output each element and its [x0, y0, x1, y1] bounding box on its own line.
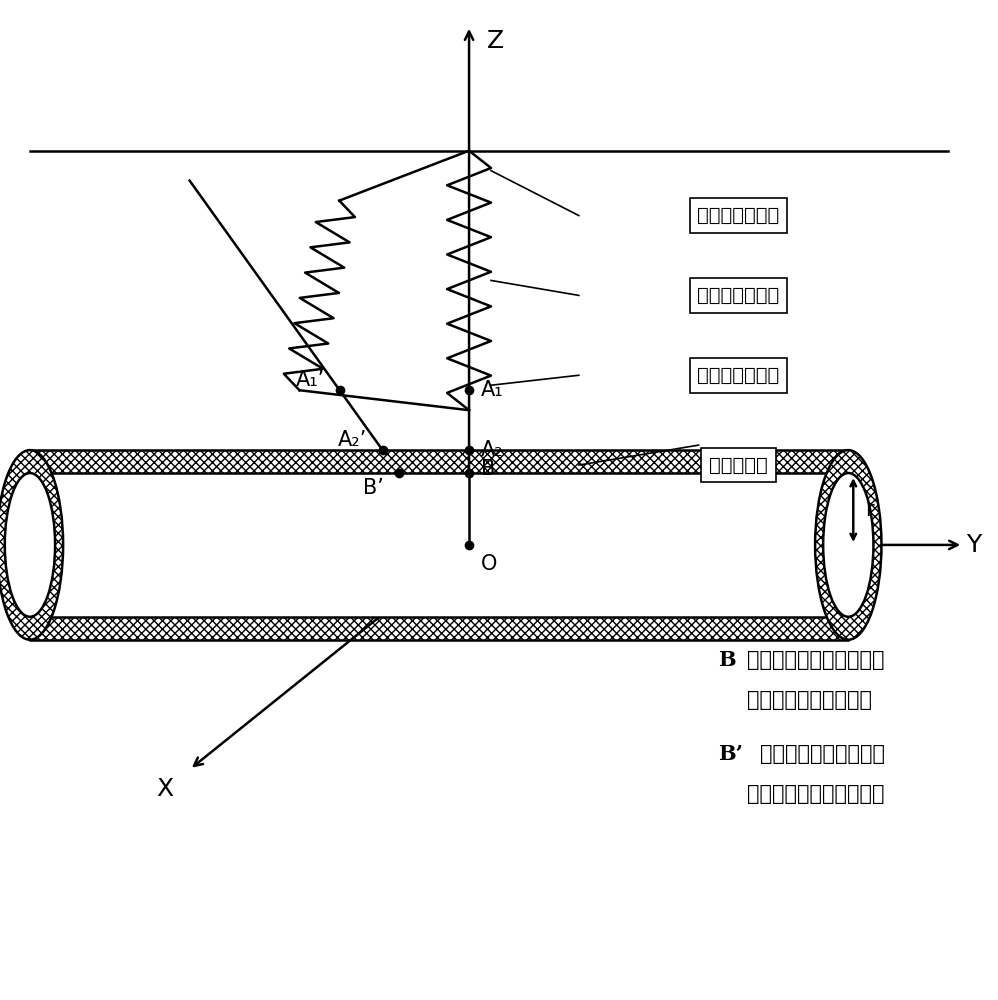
Polygon shape	[30, 450, 848, 473]
Text: 弹簧支吸架下节: 弹簧支吸架下节	[698, 366, 779, 385]
Text: A₂: A₂	[481, 440, 504, 460]
Ellipse shape	[5, 473, 55, 617]
Text: A₂’: A₂’	[338, 430, 367, 450]
Text: A₁: A₁	[481, 380, 504, 400]
Text: 弹簧支吸架上节: 弹簧支吸架上节	[698, 206, 779, 225]
Text: r: r	[865, 500, 874, 520]
Text: 吸架延长线与管道的交点: 吸架延长线与管道的交点	[747, 784, 884, 804]
Text: 架延长线与管道的交点: 架延长线与管道的交点	[747, 690, 871, 710]
Ellipse shape	[815, 450, 881, 640]
Text: 点为管道蛇变后弹性支: 点为管道蛇变后弹性支	[760, 744, 885, 764]
Ellipse shape	[0, 450, 63, 640]
Text: X: X	[156, 777, 174, 801]
Text: A₁’: A₁’	[295, 370, 324, 390]
Text: 点为管道蛇变前弹性支吸: 点为管道蛇变前弹性支吸	[747, 650, 884, 670]
Text: B’: B’	[719, 744, 744, 764]
Text: Z: Z	[487, 29, 504, 53]
Text: 管道隔热层: 管道隔热层	[710, 456, 767, 475]
Ellipse shape	[823, 473, 873, 617]
Text: 弹簧支吸架中节: 弹簧支吸架中节	[698, 286, 779, 305]
Text: O: O	[481, 554, 497, 574]
Text: B: B	[719, 650, 737, 670]
Text: Y: Y	[966, 533, 981, 557]
Text: B’: B’	[363, 478, 384, 498]
Polygon shape	[30, 473, 848, 617]
Text: B: B	[481, 459, 495, 479]
Polygon shape	[30, 617, 848, 640]
